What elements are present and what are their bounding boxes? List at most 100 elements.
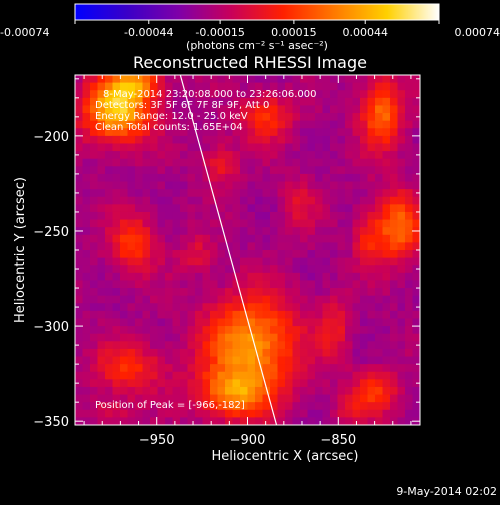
heatmap-cell — [225, 311, 233, 319]
heatmap-cell — [360, 242, 368, 250]
heatmap-cell — [90, 182, 98, 190]
heatmap-cell — [398, 174, 406, 182]
heatmap-cell — [338, 387, 346, 395]
heatmap-cell — [263, 280, 271, 288]
heatmap-cell — [165, 235, 173, 243]
heatmap-cell — [300, 311, 308, 319]
heatmap-cell — [173, 212, 181, 220]
heatmap-cell — [405, 197, 413, 205]
heatmap-cell — [293, 387, 301, 395]
heatmap-cell — [225, 227, 233, 235]
heatmap-cell — [278, 417, 286, 425]
heatmap-cell — [180, 204, 188, 212]
heatmap-cell — [405, 341, 413, 349]
heatmap-cell — [308, 273, 316, 281]
heatmap-cell — [345, 220, 353, 228]
heatmap-cell — [293, 136, 301, 144]
heatmap-cell — [210, 220, 218, 228]
heatmap-cell — [285, 402, 293, 410]
heatmap-cell — [150, 296, 158, 304]
heatmap-cell — [173, 75, 181, 83]
heatmap-cell — [323, 83, 331, 91]
heatmap-cell — [360, 189, 368, 197]
heatmap-cell — [158, 220, 166, 228]
heatmap-cell — [218, 364, 226, 372]
heatmap-cell — [390, 417, 398, 425]
heatmap-cell — [353, 197, 361, 205]
heatmap-cell — [330, 326, 338, 334]
heatmap-cell — [338, 204, 346, 212]
heatmap-cell — [368, 311, 376, 319]
heatmap-cell — [105, 417, 113, 425]
heatmap-cell — [128, 288, 136, 296]
heatmap-cell — [413, 197, 421, 205]
heatmap-cell — [398, 151, 406, 159]
heatmap-cell — [293, 242, 301, 250]
heatmap-cell — [345, 265, 353, 273]
heatmap-cell — [368, 273, 376, 281]
heatmap-cell — [338, 182, 346, 190]
heatmap-cell — [405, 128, 413, 136]
heatmap-cell — [360, 387, 368, 395]
heatmap-cell — [263, 128, 271, 136]
footer-date: 9-May-2014 02:02 — [396, 485, 497, 498]
heatmap-cell — [338, 379, 346, 387]
heatmap-cell — [270, 75, 278, 83]
heatmap-cell — [158, 250, 166, 258]
heatmap-cell — [375, 235, 383, 243]
heatmap-cell — [90, 166, 98, 174]
heatmap-cell — [233, 372, 241, 380]
heatmap-cell — [75, 242, 83, 250]
heatmap-cell — [90, 220, 98, 228]
heatmap-cell — [398, 334, 406, 342]
heatmap-cell — [278, 197, 286, 205]
heatmap-cell — [195, 417, 203, 425]
heatmap-cell — [120, 197, 128, 205]
heatmap-cell — [323, 372, 331, 380]
heatmap-cell — [158, 197, 166, 205]
heatmap-cell — [188, 174, 196, 182]
heatmap-cell — [150, 326, 158, 334]
heatmap-cell — [285, 334, 293, 342]
heatmap-cell — [390, 372, 398, 380]
heatmap-cell — [165, 151, 173, 159]
heatmap-cell — [248, 227, 256, 235]
heatmap-cell — [255, 273, 263, 281]
heatmap-cell — [383, 121, 391, 129]
heatmap-cell — [248, 357, 256, 365]
heatmap-cell — [113, 417, 121, 425]
heatmap-cell — [188, 204, 196, 212]
heatmap-cell — [165, 159, 173, 167]
heatmap-cell — [330, 379, 338, 387]
heatmap-cell — [83, 402, 91, 410]
heatmap-cell — [83, 357, 91, 365]
heatmap-cell — [233, 379, 241, 387]
heatmap-cell — [105, 166, 113, 174]
heatmap-cell — [173, 250, 181, 258]
heatmap-cell — [225, 265, 233, 273]
heatmap-cell — [83, 235, 91, 243]
heatmap-cell — [263, 113, 271, 121]
heatmap-cell — [120, 227, 128, 235]
heatmap-cell — [195, 288, 203, 296]
heatmap-cell — [203, 242, 211, 250]
heatmap-cell — [105, 349, 113, 357]
heatmap-cell — [338, 349, 346, 357]
heatmap-cell — [255, 212, 263, 220]
heatmap-cell — [83, 296, 91, 304]
heatmap-cell — [83, 174, 91, 182]
heatmap-cell — [368, 121, 376, 129]
heatmap-cell — [300, 341, 308, 349]
heatmap-cell — [120, 357, 128, 365]
heatmap-cell — [255, 379, 263, 387]
heatmap-cell — [225, 151, 233, 159]
heatmap-cell — [113, 189, 121, 197]
heatmap-cell — [105, 235, 113, 243]
heatmap-cell — [300, 258, 308, 266]
heatmap-cell — [323, 105, 331, 113]
heatmap-cell — [300, 349, 308, 357]
heatmap-cell — [390, 197, 398, 205]
heatmap-cell — [90, 280, 98, 288]
heatmap-cell — [338, 212, 346, 220]
heatmap-cell — [210, 136, 218, 144]
